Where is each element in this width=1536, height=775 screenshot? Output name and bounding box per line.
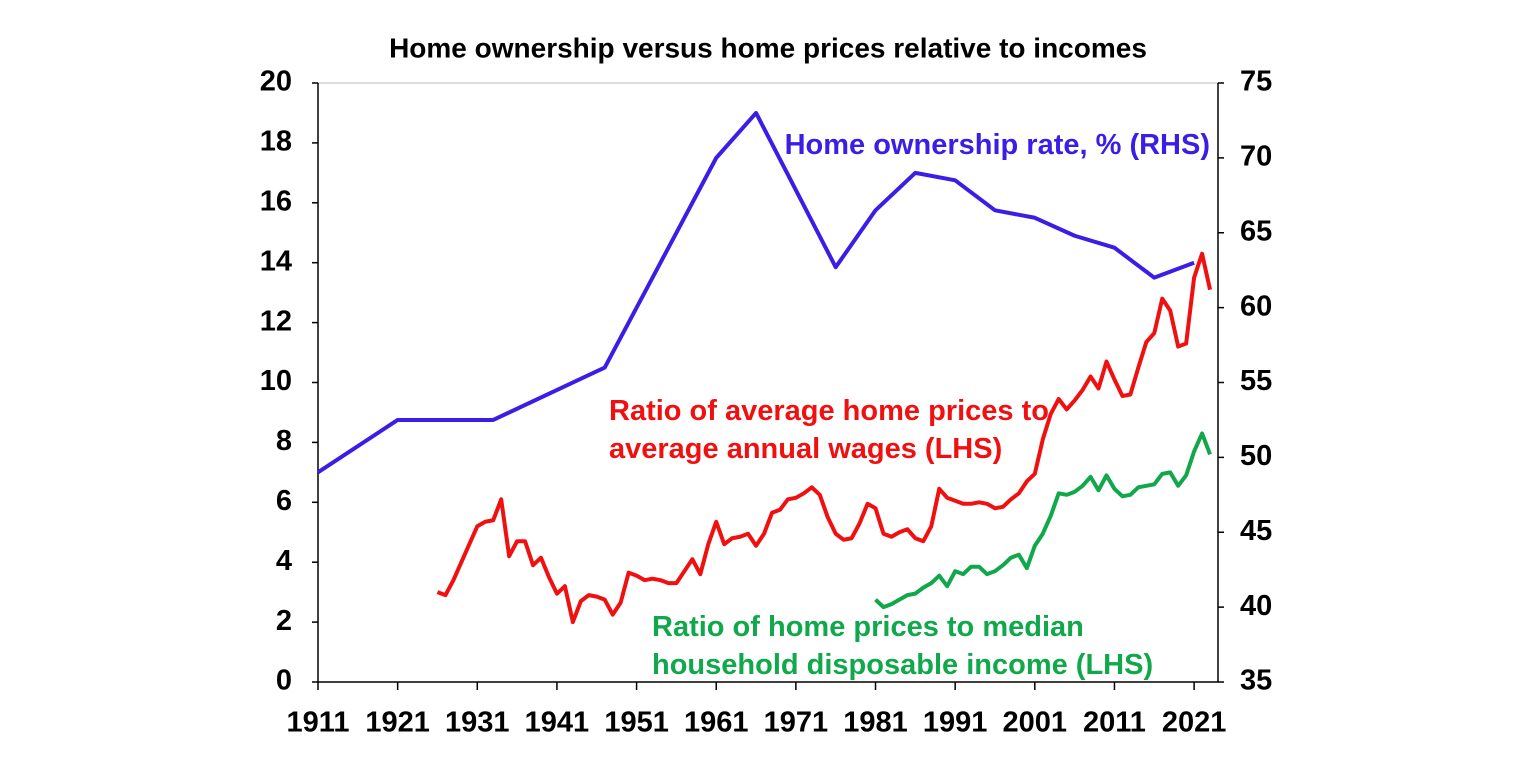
x-tick-label: 1991	[923, 707, 988, 739]
series-label: Ratio of average home prices to average …	[609, 395, 1049, 465]
y2-tick-label: 65	[1240, 215, 1272, 247]
y-tick-label: 20	[260, 66, 292, 98]
y-tick-label: 2	[276, 605, 292, 637]
x-tick-label: 1921	[365, 707, 430, 739]
y2-tick-label: 55	[1240, 365, 1272, 397]
y-tick-label: 0	[276, 665, 292, 697]
series-line	[874, 431, 1212, 610]
y-tick-label: 6	[276, 485, 292, 517]
series-label: Ratio of home prices to median household…	[652, 611, 1154, 681]
y-tick-label: 8	[276, 425, 292, 457]
y2-tick-label: 35	[1240, 665, 1272, 697]
y-tick-label: 10	[260, 365, 292, 397]
x-tick-label: 1911	[287, 707, 350, 739]
y2-tick-label: 50	[1240, 440, 1272, 472]
x-tick-label: 1941	[525, 707, 590, 739]
series-label: Home ownership rate, % (RHS)	[784, 129, 1210, 161]
y2-tick-label: 45	[1240, 515, 1272, 547]
y-tick-label: 4	[276, 545, 292, 577]
y2-tick-label: 40	[1240, 590, 1272, 622]
x-tick-label: 1961	[684, 707, 749, 739]
x-tick-label: 2001	[1003, 707, 1068, 739]
y-tick-label: 18	[260, 126, 292, 158]
x-tick-label: 2021	[1162, 707, 1227, 739]
chart-title: Home ownership versus home prices relati…	[389, 32, 1147, 63]
y2-tick-label: 70	[1240, 141, 1272, 173]
y2-tick-label: 60	[1240, 290, 1272, 322]
series-line	[316, 110, 1195, 475]
y-tick-label: 14	[260, 245, 292, 277]
x-tick-label: 1931	[445, 707, 510, 739]
x-tick-label: 1971	[764, 707, 829, 739]
y-tick-label: 16	[260, 185, 292, 217]
x-tick-label: 1981	[843, 707, 908, 739]
series-line	[436, 251, 1212, 625]
y-tick-label: 12	[260, 305, 292, 337]
x-tick-label: 2011	[1083, 707, 1146, 739]
x-tick-label: 1951	[604, 707, 669, 739]
y2-tick-label: 75	[1240, 66, 1272, 98]
